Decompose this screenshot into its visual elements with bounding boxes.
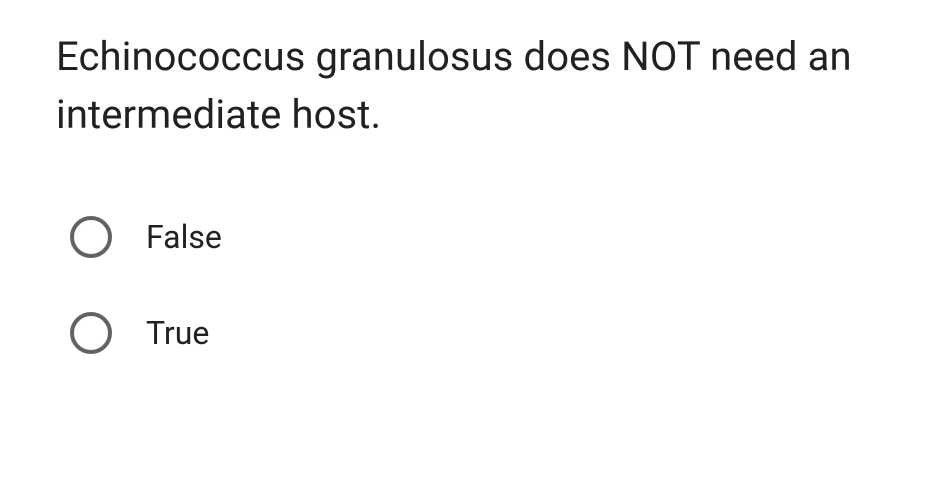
option-label: False [146,218,222,256]
option-true[interactable]: True [70,312,874,354]
radio-icon [70,216,112,258]
option-label: True [146,314,209,352]
option-false[interactable]: False [70,216,874,258]
options-group: False True [56,216,874,354]
question-prompt: Echinococcus granulosus does NOT need an… [56,28,874,144]
radio-icon [70,312,112,354]
